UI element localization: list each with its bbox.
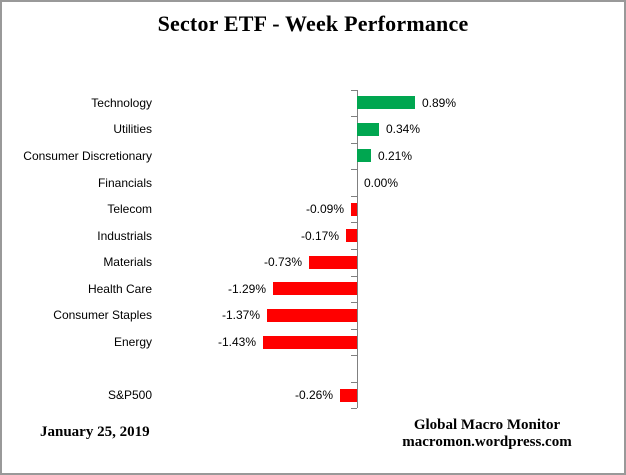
value-label: -0.26% (294, 388, 333, 403)
axis-tick (351, 89, 357, 91)
value-label: 0.34% (386, 122, 421, 137)
value-label: 0.21% (378, 148, 413, 163)
bar (273, 282, 357, 296)
value-label: 0.89% (422, 95, 457, 110)
axis-tick (351, 222, 357, 224)
category-label: S&P500 (107, 388, 152, 403)
bar (309, 255, 357, 269)
axis-tick (351, 381, 357, 383)
axis-tick (351, 169, 357, 171)
bar (340, 388, 357, 402)
axis-tick (351, 302, 357, 304)
y-axis-line (356, 89, 358, 409)
value-label: -1.37% (221, 308, 260, 323)
value-label: -1.29% (227, 281, 266, 296)
axis-tick (351, 248, 357, 250)
category-label: Technology (91, 95, 152, 110)
category-label: Energy (113, 335, 152, 349)
value-label: -1.43% (217, 335, 256, 349)
axis-tick (351, 195, 357, 197)
bar (357, 122, 379, 136)
bar (351, 202, 357, 216)
category-label: Industrials (97, 228, 152, 243)
category-label: Consumer Staples (53, 308, 152, 323)
source-name: Global Macro Monitor (413, 417, 561, 433)
axis-tick (351, 142, 357, 144)
value-label: -0.17% (300, 228, 339, 243)
bar (346, 229, 357, 243)
value-label: -0.73% (263, 255, 302, 270)
axis-tick (351, 408, 357, 410)
category-label: Financials (97, 175, 152, 190)
value-label: -0.09% (305, 202, 344, 217)
value-label: 0.00% (364, 175, 399, 190)
category-label: Health Care (87, 281, 152, 296)
bar (267, 308, 357, 322)
bar (357, 149, 371, 163)
category-label: Telecom (107, 202, 152, 217)
bar (357, 96, 415, 110)
category-label: Utilities (113, 122, 152, 137)
category-label: Materials (103, 255, 152, 270)
category-label: Consumer Discretionary (23, 148, 152, 163)
chart-date: January 25, 2019 (40, 424, 150, 440)
chart-source: Global Macro Monitor macromon.wordpress.… (377, 417, 597, 451)
axis-tick (351, 116, 357, 118)
axis-tick (351, 328, 357, 330)
bar (263, 335, 357, 349)
axis-tick (351, 355, 357, 357)
axis-tick (351, 275, 357, 277)
source-url: macromon.wordpress.com (402, 434, 572, 450)
chart-title: Sector ETF - Week Performance (157, 11, 469, 36)
